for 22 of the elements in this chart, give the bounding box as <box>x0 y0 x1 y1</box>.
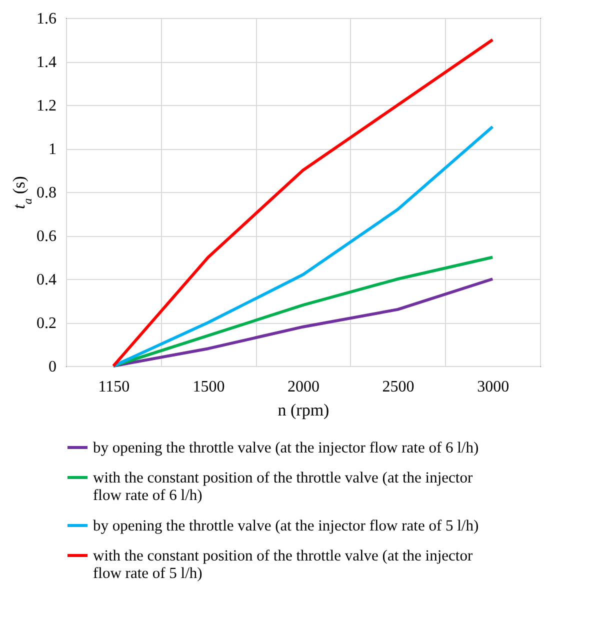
y-tick-label: 1.2 <box>36 98 56 114</box>
x-axis-title: n (rpm) <box>278 400 330 420</box>
x-tick-label: 2000 <box>288 378 320 396</box>
y-tick-label: 0.2 <box>36 315 56 332</box>
legend-label: by opening the throttle valve (at the injector flow rate of 5 l/h) <box>93 518 479 534</box>
legend-label: with the constant position of the throttle valve (at the injector flow rate of 5 l/h) <box>93 548 474 582</box>
y-tick-label: 1 <box>48 141 56 158</box>
y-tick-label: 0.4 <box>36 272 56 288</box>
legend-label: with the constant position of the throttle valve (at the injector flow rate of 6 l/h) <box>93 470 474 504</box>
y-tick-label: 0 <box>48 358 56 376</box>
line-series <box>112 125 494 368</box>
y-tick-label: 0.8 <box>36 184 56 202</box>
x-tick-label: 3000 <box>477 378 510 396</box>
y-tick-label: 1.4 <box>36 54 56 71</box>
line-series <box>112 278 494 368</box>
legend-label: by opening the throttle valve (at the injector flow rate of 6 l/h) <box>93 440 479 456</box>
y-tick-label: 1.6 <box>36 10 56 28</box>
line-series <box>112 38 494 368</box>
x-tick-label: 1150 <box>98 378 130 396</box>
x-tick-label: 1500 <box>192 378 225 396</box>
y-tick-label: 0.6 <box>36 228 56 245</box>
x-tick-label: 2500 <box>382 378 414 396</box>
